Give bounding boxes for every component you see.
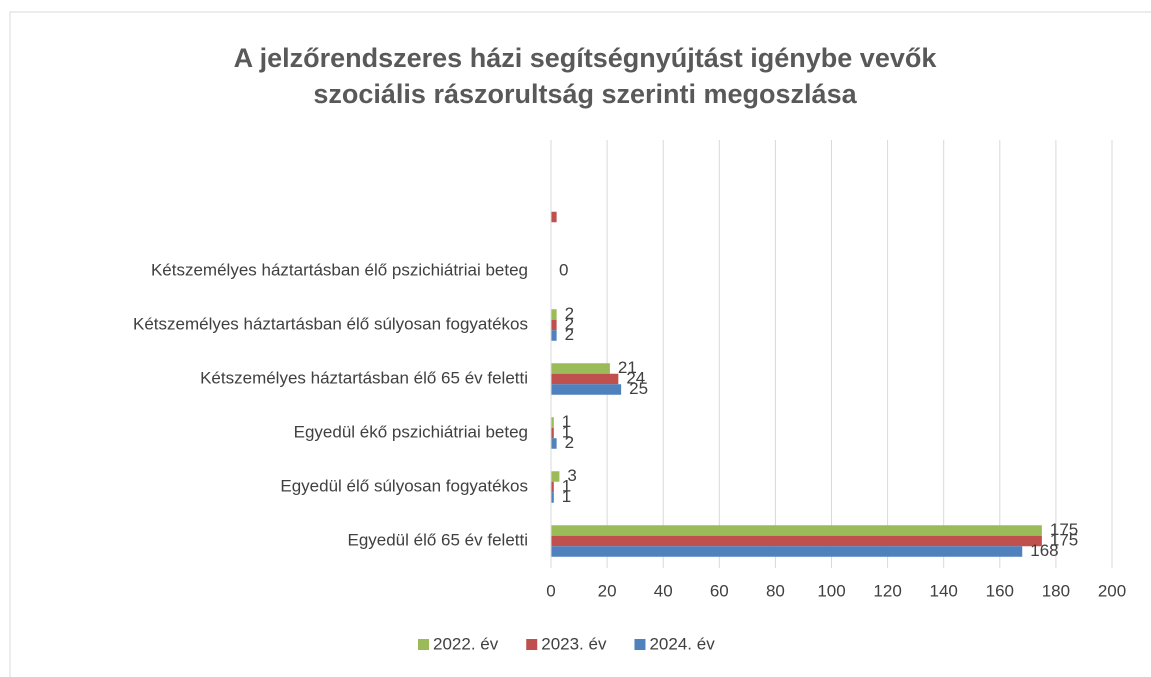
bar bbox=[551, 319, 557, 331]
x-tick-label: 200 bbox=[1098, 581, 1126, 600]
bar bbox=[551, 471, 560, 482]
chart-frame bbox=[9, 11, 1151, 677]
x-tick-label: 20 bbox=[598, 581, 617, 600]
data-label: 1 bbox=[562, 412, 571, 431]
data-label: 1 bbox=[562, 422, 571, 441]
data-label: 2 bbox=[565, 325, 574, 344]
data-label: 2 bbox=[565, 304, 574, 323]
x-tick-label: 100 bbox=[817, 581, 845, 600]
y-tick-label: Egyedül élő súlyosan fogyatékos bbox=[280, 476, 528, 495]
legend-swatch bbox=[634, 639, 646, 650]
y-tick-label: Kétszemélyes háztartásban élő pszichiátr… bbox=[151, 260, 528, 279]
legend-label: 2023. év bbox=[541, 634, 607, 653]
x-tick-label: 80 bbox=[766, 581, 785, 600]
x-tick-label: 160 bbox=[986, 581, 1014, 600]
bar bbox=[551, 535, 1042, 547]
bar bbox=[551, 492, 554, 503]
bar bbox=[551, 309, 557, 320]
bar bbox=[551, 525, 1042, 536]
data-label: 3 bbox=[567, 466, 576, 485]
data-label: 0 bbox=[559, 260, 568, 279]
data-label: 1 bbox=[562, 476, 571, 495]
data-label: 2 bbox=[565, 433, 574, 452]
data-label: 24 bbox=[626, 368, 645, 387]
data-label: 2 bbox=[565, 314, 574, 333]
x-tick-label: 180 bbox=[1042, 581, 1070, 600]
y-tick-label: Kétszemélyes háztartásban élő 65 év fele… bbox=[200, 368, 528, 387]
legend-label: 2022. év bbox=[433, 634, 499, 653]
bar bbox=[551, 438, 557, 449]
bar bbox=[551, 481, 554, 493]
y-tick-label: Egyedül élő 65 év feletti bbox=[347, 530, 528, 549]
bar bbox=[551, 363, 610, 374]
data-label: 21 bbox=[618, 358, 637, 377]
x-tick-label: 140 bbox=[930, 581, 958, 600]
legend-swatch bbox=[526, 639, 538, 650]
legend-label: 2024. év bbox=[649, 634, 715, 653]
data-label: 168 bbox=[1030, 541, 1058, 560]
y-tick-label: Kétszemélyes háztartásban élő súlyosan f… bbox=[133, 314, 528, 333]
data-label: 25 bbox=[629, 379, 648, 398]
bar bbox=[551, 384, 622, 395]
bar bbox=[551, 546, 1023, 557]
bar bbox=[551, 211, 557, 223]
y-tick-label: Egyedül ékő pszichiátriai beteg bbox=[294, 422, 528, 441]
x-tick-label: 0 bbox=[546, 581, 555, 600]
data-label: 175 bbox=[1050, 530, 1078, 549]
bar bbox=[551, 330, 557, 341]
bar bbox=[551, 373, 619, 385]
chart-title: szociális rászorultság szerinti megoszlá… bbox=[313, 79, 857, 109]
bar bbox=[551, 427, 554, 439]
chart-title: A jelzőrendszeres házi segítségnyújtást … bbox=[234, 43, 938, 73]
x-tick-label: 60 bbox=[710, 581, 729, 600]
x-tick-label: 120 bbox=[873, 581, 901, 600]
x-tick-label: 40 bbox=[654, 581, 673, 600]
data-label: 175 bbox=[1050, 520, 1078, 539]
legend-swatch bbox=[418, 639, 429, 650]
bar bbox=[551, 417, 554, 428]
data-label: 1 bbox=[562, 487, 571, 506]
